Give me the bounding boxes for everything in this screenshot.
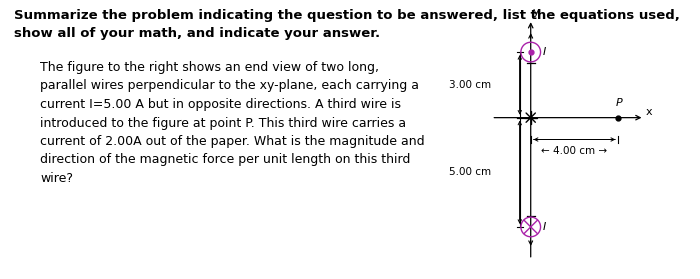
Text: Summarize the problem indicating the question to be answered, list the equations: Summarize the problem indicating the que… <box>14 9 680 22</box>
Text: The figure to the right shows an end view of two long,
parallel wires perpendicu: The figure to the right shows an end vie… <box>40 61 425 185</box>
Text: y: y <box>533 7 539 17</box>
Text: I: I <box>543 222 547 232</box>
Text: I: I <box>543 47 547 57</box>
Text: x: x <box>645 107 652 117</box>
Text: 3.00 cm: 3.00 cm <box>449 80 491 90</box>
Text: P: P <box>616 98 623 108</box>
Text: 5.00 cm: 5.00 cm <box>449 167 491 177</box>
Text: ← 4.00 cm →: ← 4.00 cm → <box>541 146 608 156</box>
Text: show all of your math, and indicate your answer.: show all of your math, and indicate your… <box>14 27 380 40</box>
